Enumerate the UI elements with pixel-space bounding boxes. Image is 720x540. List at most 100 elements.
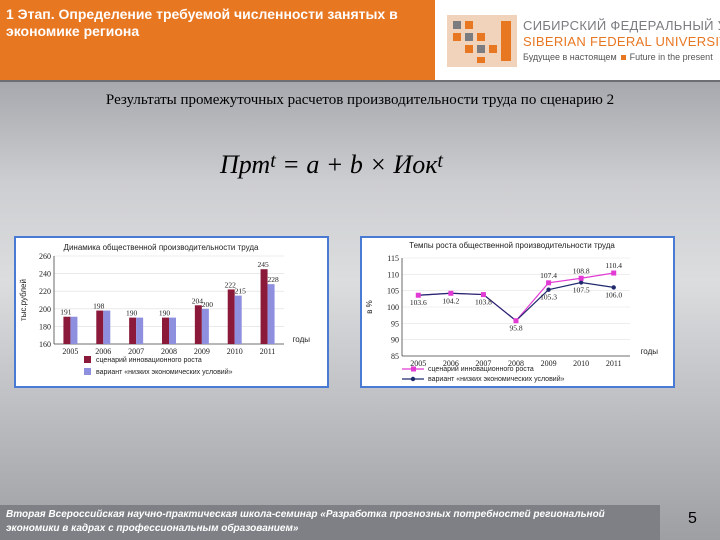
logo-text-english: SIBERIAN FEDERAL UNIVERSITY [523, 34, 720, 49]
y-tick-label: 95 [391, 319, 399, 328]
formula: Пртt = a + b × Иокt [220, 150, 540, 195]
y-tick-label: 90 [391, 336, 399, 345]
data-point-low-conditions [611, 285, 616, 290]
y-tick-label: 115 [387, 254, 399, 263]
point-value-label: 105.3 [540, 293, 557, 302]
y-tick-label: 260 [39, 252, 51, 261]
bar-value-label: 204 [192, 296, 204, 305]
tagline-russian: Будущее в настоящем [523, 52, 617, 62]
bar-innovation [227, 289, 235, 344]
bar-low-conditions [267, 284, 275, 344]
logo-tagline: Будущее в настоящем Future in the present [523, 52, 713, 62]
x-tick-label: 2009 [541, 359, 557, 368]
point-value-label: 103.8 [475, 298, 492, 307]
data-point-innovation [578, 275, 584, 281]
legend-swatch [84, 356, 91, 363]
bar-low-conditions [136, 317, 144, 344]
x-tick-label: 2005 [62, 347, 78, 356]
y-tick-label: 85 [391, 352, 399, 361]
legend-marker [410, 376, 416, 382]
header-title: 1 Этап. Определение требуемой численност… [6, 6, 398, 39]
x-tick-label: 2005 [410, 359, 426, 368]
x-tick-label: 2010 [227, 347, 243, 356]
page-title: Результаты промежуточных расчетов произв… [105, 92, 615, 108]
point-value-label: 104.2 [442, 296, 459, 305]
data-point-innovation [415, 292, 421, 298]
x-tick-label: 2009 [194, 347, 210, 356]
bar-innovation [260, 269, 268, 344]
data-point-innovation [480, 292, 486, 298]
slide-number: 5 [688, 510, 697, 527]
bar-low-conditions [201, 308, 209, 344]
bar-chart-svg: Динамика общественной производительности… [19, 243, 311, 376]
x-tick-label: 2011 [606, 359, 622, 368]
bar-innovation [194, 305, 202, 344]
x-tick-label: 2006 [443, 359, 459, 368]
chart-title: Темпы роста общественной производительно… [409, 241, 615, 250]
bar-value-label: 200 [202, 300, 214, 309]
bar-value-label: 222 [225, 280, 237, 289]
y-tick-label: 200 [39, 305, 51, 314]
bar-value-label: 228 [267, 275, 279, 284]
y-tick-label: 180 [39, 322, 51, 331]
y-tick-label: 110 [387, 270, 399, 279]
bar-innovation [162, 317, 169, 344]
bar-value-label: 190 [126, 309, 137, 318]
x-axis-label: годы [641, 347, 659, 356]
tagline-dot-icon [620, 55, 626, 61]
bar-innovation [129, 317, 137, 344]
chart-title: Динамика общественной производительности… [64, 243, 259, 252]
data-point-innovation [513, 318, 519, 324]
bar-innovation [96, 310, 104, 344]
y-tick-label: 220 [39, 287, 51, 296]
formula-lhs-superscript: t [270, 150, 276, 172]
legend-label: сценарий инновационного роста [96, 356, 202, 364]
formula-rhs: = a + b × Иок [275, 150, 438, 179]
x-tick-label: 2008 [161, 347, 177, 356]
footer-bar [0, 505, 660, 540]
legend-label: вариант «низких экономических условий» [428, 375, 565, 383]
data-point-innovation [546, 280, 552, 286]
university-logo: СИБИРСКИЙ ФЕДЕРАЛЬНЫЙ УНИВЕРСИТЕТ SIBERI… [435, 0, 720, 80]
productivity-bar-chart: Динамика общественной производительности… [14, 236, 329, 388]
x-axis-label: годы [293, 335, 311, 344]
bar-low-conditions [234, 295, 242, 344]
x-tick-label: 2008 [508, 359, 524, 368]
bar-value-label: 215 [235, 287, 247, 296]
header-bar: 1 Этап. Определение требуемой численност… [0, 0, 435, 80]
bar-value-label: 191 [60, 308, 72, 317]
y-axis-label: в % [365, 300, 374, 314]
point-value-label: 103.6 [410, 298, 427, 307]
legend-label: вариант «низких экономических условий» [96, 368, 233, 376]
tagline-english: Future in the present [629, 52, 713, 62]
y-tick-label: 240 [39, 270, 51, 279]
point-value-label: 107.4 [540, 271, 557, 280]
legend-label: сценарий инновационного роста [428, 365, 534, 373]
x-tick-label: 2010 [573, 359, 589, 368]
data-point-innovation [448, 290, 454, 296]
y-tick-label: 160 [39, 340, 51, 349]
point-value-label: 95.8 [509, 324, 522, 333]
point-value-label: 108.8 [573, 266, 590, 275]
bar-low-conditions [103, 310, 111, 344]
bar-low-conditions [70, 316, 78, 344]
university-emblem-icon [447, 15, 517, 67]
x-tick-label: 2006 [95, 347, 111, 356]
x-tick-label: 2007 [475, 359, 491, 368]
point-value-label: 106.0 [605, 290, 622, 299]
bar-low-conditions [169, 317, 176, 344]
y-tick-label: 100 [387, 303, 399, 312]
data-point-low-conditions [546, 287, 551, 292]
x-tick-label: 2007 [128, 347, 144, 356]
bar-value-label: 190 [159, 309, 171, 318]
line-chart-svg: Темпы роста общественной производительно… [365, 241, 659, 383]
footer-text: Вторая Всероссийская научно-практическая… [6, 509, 605, 534]
data-point-innovation [611, 270, 617, 276]
bar-value-label: 245 [257, 260, 269, 269]
point-value-label: 107.5 [573, 286, 590, 295]
y-axis-label: тыс.рублей [19, 279, 28, 321]
x-tick-label: 2011 [260, 347, 276, 356]
legend-marker [411, 366, 416, 372]
data-point-low-conditions [578, 280, 584, 285]
